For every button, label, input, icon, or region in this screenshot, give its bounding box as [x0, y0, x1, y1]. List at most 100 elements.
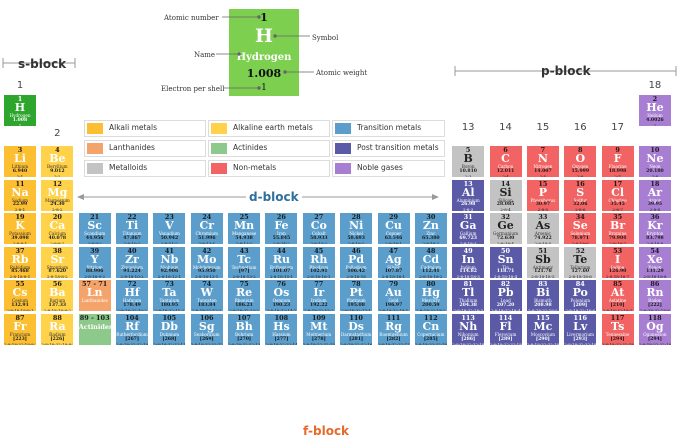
element-symbol: Cn [422, 320, 440, 333]
element-cell: 43 Tc Technetium [97] 2-8-18-13-2 [227, 245, 262, 279]
element-cell: 6 C Carbon 12.011 2-4 [488, 145, 523, 178]
element-number: 111 [386, 314, 401, 322]
legend-item: Post transition metals [332, 140, 445, 157]
element-symbol: Rh [310, 252, 328, 266]
element-symbol: Mg [47, 185, 68, 199]
element-name: Platinum [346, 298, 366, 304]
element-shells: 2-8-11-2 [161, 240, 178, 246]
element-number: 34 [575, 213, 585, 222]
element-shells: 2-8-18-13-1 [195, 274, 219, 279]
legend-item: Metalloids [84, 160, 206, 177]
element-cell: 44 Ru Ruthenium 101.07 2-8-18-15-1 [264, 245, 299, 279]
element-symbol: Hs [273, 320, 290, 333]
element-weight: 26.98 [460, 202, 476, 208]
element-name: Yttrium [86, 264, 103, 270]
element-cell: 10 Ne Neon 20.180 2-8 [637, 145, 672, 178]
element-shells: 2-8-18-7 [609, 240, 626, 246]
element-weight: 112.41 [422, 269, 440, 275]
element-name: Cesium [12, 298, 28, 304]
element-cell: 86 Rn Radon [222] 2-8-18-32-18-8 [637, 279, 672, 313]
element-shells: 2-8-18-5 [534, 240, 552, 246]
element-weight: 132.91 [11, 302, 29, 308]
element-weight: 55.845 [272, 235, 291, 241]
element-shells: 2-8-18-32-12-2 [191, 307, 222, 313]
element-cell: 113 Nh Nihonium [286] 2-8-18-32-32-18-3 [451, 313, 486, 346]
label-atomic-weight: Atomic weight [316, 69, 368, 77]
element-symbol: Si [499, 185, 512, 199]
group-number: 16 [573, 122, 587, 133]
element-name: Krypton [646, 231, 664, 237]
element-symbol: Fe [274, 219, 289, 233]
element-name: Selenium [570, 231, 591, 237]
legend-item: Alkaline earth metals [208, 120, 330, 137]
element-weight: [97] [238, 269, 250, 275]
element-weight: 18.998 [608, 168, 627, 174]
element-number: 17 [613, 179, 623, 188]
element-weight: 204.38 [459, 302, 477, 308]
element-symbol: Bi [536, 286, 550, 300]
element-number: 115 [536, 314, 550, 322]
element-name: Oxygen [572, 164, 589, 169]
element-number: 88 [52, 314, 62, 322]
group-number: 17 [611, 122, 624, 133]
element-name: Radon [648, 298, 662, 304]
element-number: 18 [650, 179, 660, 188]
element-number: 39 [90, 246, 100, 255]
element-symbol: Mn [234, 219, 255, 233]
element-number: 78 [351, 280, 361, 289]
element-weight: 91.224 [123, 269, 141, 275]
element-number: 21 [90, 213, 100, 222]
legend-label: Noble gases [357, 163, 403, 172]
element-shells: 2 [653, 122, 657, 127]
element-number: 13 [463, 179, 473, 188]
element-symbol: Kr [647, 219, 663, 233]
element-shells: 2-6 [577, 173, 584, 178]
element-symbol: Nb [160, 252, 179, 266]
element-symbol: Sb [535, 252, 551, 266]
element-number: 109 [312, 314, 326, 322]
element-shells: 2-8-18-3 [459, 240, 477, 246]
element-shells: 2-8-18-32-17-1 [341, 307, 371, 313]
element-weight: 87.620 [48, 269, 67, 275]
legend-item: Non-metals [208, 160, 330, 177]
element-name: Barium [49, 298, 66, 304]
element-name: Oganesson [643, 332, 667, 337]
element-name: Polonium [570, 298, 591, 304]
element-name: Lithium [11, 164, 29, 169]
element-number: 36 [650, 213, 660, 222]
element-weight: 44.956 [85, 235, 104, 241]
legend-item: Noble gases [332, 160, 445, 177]
element-cell: 77 Ir Iridium 192.22 2-8-18-32-15-2 [301, 279, 336, 313]
element-symbol: F [613, 152, 622, 165]
element-cell: 5 B Boron 10.810 2-3 [451, 145, 486, 178]
legend-item: Alkali metals [84, 120, 206, 137]
element-number: 47 [388, 246, 399, 255]
element-cell: 19 K Potassium 39.098 2-8-8-1 [3, 212, 37, 246]
element-cell: 35 Br Bromine 79.904 2-8-18-7 [600, 212, 635, 246]
element-weight: 78.971 [571, 235, 590, 241]
element-number: 50 [501, 246, 511, 255]
element-cell: 17 Cl Chlorine 35.45 2-8-7 [600, 178, 635, 212]
element-name: Silicon [498, 197, 513, 203]
element-symbol: Y [90, 252, 99, 266]
legend-swatch [211, 123, 227, 134]
element-symbol: Po [572, 286, 588, 300]
element-cell: 53 I Iodine 126.90 2-8-18-18-7 [600, 245, 635, 279]
element-symbol: Ca [49, 219, 66, 233]
element-symbol: Cr [199, 219, 215, 233]
element-symbol: Al [461, 185, 475, 199]
element-shells: 2-8-18-32-32-18-8 [638, 341, 672, 346]
element-name: Hydrogen [9, 113, 31, 118]
element-weight: 35.45 [610, 202, 625, 208]
element-symbol: Pb [497, 286, 514, 300]
element-symbol: V [165, 219, 174, 233]
element-shells: 2-8-8 [649, 207, 661, 212]
element-name: Tungsten [196, 298, 217, 304]
element-name: Bohrium [234, 332, 254, 337]
element-weight: 4.0026 [646, 117, 664, 123]
element-name: Rutherfordium [116, 332, 148, 337]
element-symbol: Hf [124, 286, 140, 300]
group-number: 2 [54, 128, 61, 139]
element-cell: 82 Pb Lead 207.20 2-8-18-32-18-4 [488, 279, 523, 313]
element-shells: 2-8-18-32-11-2 [154, 307, 185, 313]
